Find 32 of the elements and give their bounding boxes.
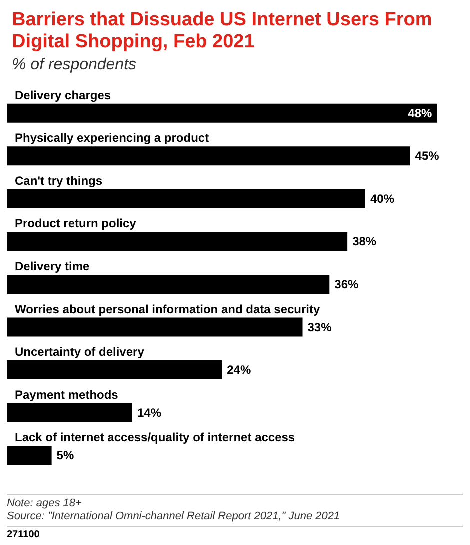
y-tick-label: Lack of internet access/quality of internet access	[15, 430, 296, 445]
y-tick-label: Uncertainty of delivery	[15, 345, 145, 360]
bar	[7, 446, 52, 466]
source-note: Source: "International Omni-channel Retail Report 2021," June 2021	[7, 510, 340, 522]
y-tick-label: Delivery time	[15, 260, 90, 274]
bar	[7, 403, 132, 422]
data-label: 48%	[408, 106, 433, 120]
data-label: 45%	[415, 149, 440, 164]
data-label: 14%	[137, 406, 162, 420]
text: 271100	[7, 530, 40, 540]
bar	[7, 232, 348, 252]
bar	[7, 146, 410, 166]
text: Note: ages 18+	[7, 498, 82, 510]
y-tick-label: Can't try things	[15, 174, 103, 188]
data-label: 36%	[334, 278, 359, 292]
y-tick-label: Payment methods	[15, 388, 119, 402]
bar	[7, 189, 366, 208]
y-tick-label: Delivery charges	[15, 88, 112, 102]
y-tick-label: Physically experiencing a product	[15, 131, 210, 146]
chart-title: Barriers that Dissuade US Internet Users From Digital Shopping, Feb 2021	[12, 10, 438, 52]
chart-subtitle: % of respondents	[12, 56, 137, 74]
data-label: 33%	[308, 320, 332, 334]
data-label: 24%	[227, 363, 252, 378]
data-label: 40%	[370, 192, 395, 206]
y-tick-label: Product return policy	[15, 216, 137, 231]
bar	[7, 104, 438, 123]
bar	[7, 275, 330, 294]
bar	[7, 318, 303, 337]
bar	[7, 360, 222, 380]
y-tick-label: Worries about personal information and data security	[15, 302, 320, 316]
data-label: 38%	[352, 234, 377, 249]
data-label: 5%	[56, 448, 74, 463]
